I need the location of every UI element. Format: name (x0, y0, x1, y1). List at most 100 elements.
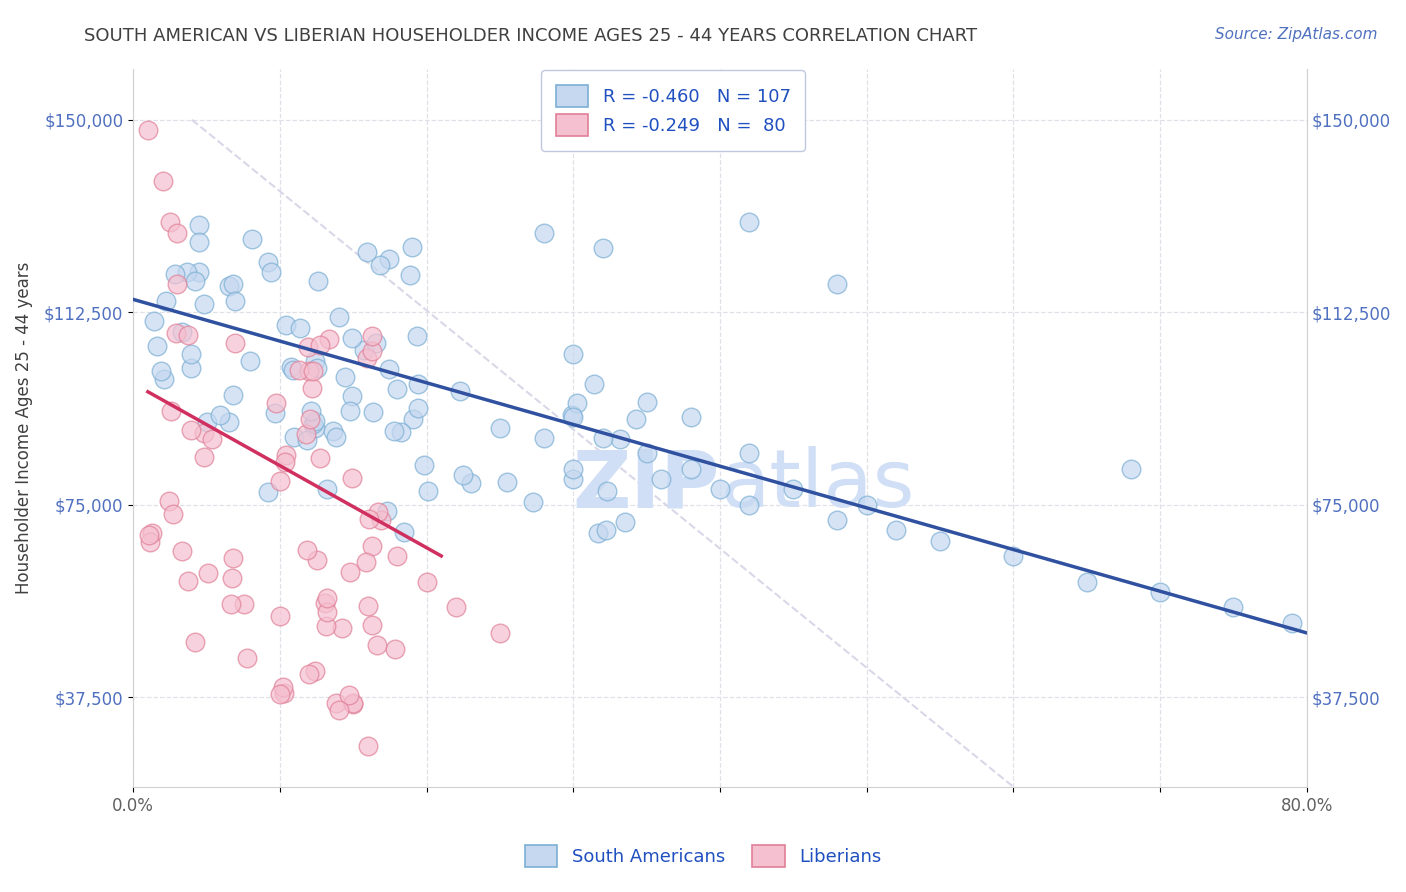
Point (370, 513, 392, 527)
Point (269, 475, 291, 489)
Point (361, 405, 384, 419)
Text: SOUTH AMERICAN VS LIBERIAN HOUSEHOLDER INCOME AGES 25 - 44 YEARS CORRELATION CHA: SOUTH AMERICAN VS LIBERIAN HOUSEHOLDER I… (84, 27, 977, 45)
Point (187, 219, 209, 233)
Point (257, 484, 280, 499)
Point (449, 384, 471, 398)
Point (387, 549, 409, 563)
Text: ZIP: ZIP (572, 446, 720, 524)
Point (240, 232, 263, 246)
Point (222, 550, 245, 565)
Point (650, 472, 672, 486)
Point (679, 410, 702, 425)
Point (184, 274, 207, 288)
Point (357, 739, 380, 753)
Point (401, 240, 423, 254)
Text: Source: ZipAtlas.com: Source: ZipAtlas.com (1215, 27, 1378, 42)
Point (299, 411, 322, 425)
Text: atlas: atlas (720, 446, 914, 524)
Point (176, 265, 198, 279)
Point (149, 364, 172, 378)
Point (298, 667, 321, 681)
Point (188, 264, 211, 278)
Point (152, 174, 174, 188)
Point (301, 381, 323, 395)
Point (562, 410, 585, 425)
Point (304, 664, 326, 678)
Point (357, 599, 380, 613)
Point (322, 424, 344, 438)
Point (302, 364, 325, 378)
Point (624, 412, 647, 426)
Point (392, 525, 415, 540)
Point (233, 597, 256, 611)
Point (280, 359, 302, 374)
Point (297, 340, 319, 354)
Point (316, 606, 339, 620)
Point (353, 343, 375, 357)
Point (533, 431, 555, 445)
Point (193, 425, 215, 440)
Point (609, 432, 631, 446)
Point (236, 651, 259, 665)
Point (180, 360, 202, 375)
Point (359, 512, 381, 526)
Point (221, 597, 243, 611)
Point (460, 476, 482, 491)
Point (567, 395, 589, 409)
Point (165, 267, 187, 281)
Point (188, 235, 211, 250)
Point (342, 698, 364, 712)
Point (221, 388, 243, 402)
Point (884, 524, 907, 538)
Point (295, 543, 318, 558)
Point (218, 415, 240, 429)
Point (138, 528, 160, 542)
Point (339, 404, 361, 418)
Point (141, 525, 163, 540)
Point (360, 540, 382, 554)
Point (307, 274, 329, 288)
Point (1281, 615, 1303, 630)
Point (283, 430, 305, 444)
Point (142, 314, 165, 328)
Point (444, 600, 467, 615)
Point (136, 123, 159, 137)
Point (1119, 461, 1142, 475)
Point (157, 494, 180, 508)
Point (562, 347, 585, 361)
Point (273, 686, 295, 700)
Point (335, 370, 357, 384)
Point (208, 408, 231, 422)
Point (160, 403, 183, 417)
Point (592, 431, 614, 445)
Point (332, 621, 354, 635)
Point (340, 389, 363, 403)
Point (177, 574, 200, 588)
Legend: South Americans, Liberians: South Americans, Liberians (517, 838, 889, 874)
Point (264, 406, 287, 420)
Point (298, 364, 321, 378)
Point (153, 372, 176, 386)
Point (259, 265, 281, 279)
Point (561, 409, 583, 423)
Point (586, 526, 609, 541)
Point (406, 329, 429, 343)
Point (562, 472, 585, 486)
Point (328, 310, 350, 324)
Point (613, 515, 636, 529)
Point (325, 430, 347, 444)
Point (855, 498, 877, 512)
Point (139, 535, 162, 549)
Point (636, 395, 658, 409)
Point (281, 363, 304, 377)
Point (342, 696, 364, 710)
Point (451, 467, 474, 482)
Point (402, 412, 425, 426)
Point (489, 420, 512, 434)
Point (197, 566, 219, 580)
Point (738, 446, 761, 460)
Point (193, 296, 215, 310)
Point (595, 523, 617, 537)
Point (340, 471, 363, 485)
Point (709, 482, 731, 496)
